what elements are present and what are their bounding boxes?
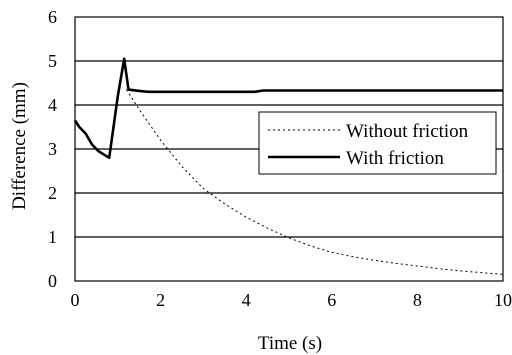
y-tick-label: 6 <box>48 7 57 27</box>
x-tick-label: 0 <box>71 290 80 310</box>
x-tick-label: 10 <box>494 290 512 310</box>
x-tick-label: 4 <box>242 290 251 310</box>
y-tick-labels: 0 1 2 3 4 5 6 <box>48 7 57 291</box>
series-line-with-friction <box>73 57 503 160</box>
series-group <box>73 57 504 275</box>
x-tick-label: 8 <box>413 290 422 310</box>
legend-box <box>258 111 497 175</box>
legend-label-without-friction: Without friction <box>346 121 469 142</box>
x-tick-label: 6 <box>327 290 336 310</box>
y-tick-label: 3 <box>48 139 57 159</box>
y-tick-label: 0 <box>48 271 57 291</box>
y-axis-title: Difference (mm) <box>9 82 30 210</box>
legend-label-with-friction: With friction <box>346 148 444 169</box>
plot-area-frame <box>74 16 504 282</box>
y-tick-label: 1 <box>48 227 57 247</box>
x-tick-label: 2 <box>156 290 165 310</box>
y-tick-label: 5 <box>48 51 57 71</box>
series-line-without-friction <box>125 89 504 275</box>
x-axis-title: Time (s) <box>258 333 322 354</box>
y-tick-label: 2 <box>48 183 57 203</box>
y-tick-label: 4 <box>48 95 57 115</box>
x-tick-labels: 0 2 4 6 8 10 <box>71 290 512 310</box>
legend: Without friction With friction <box>258 111 497 175</box>
